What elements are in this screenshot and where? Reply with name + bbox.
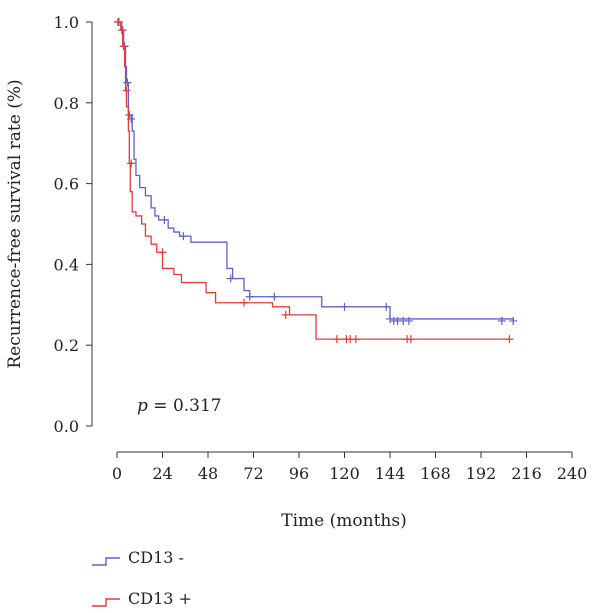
censor-mark xyxy=(404,316,413,325)
y-tick-label: 0.2 xyxy=(54,336,79,355)
censor-mark xyxy=(179,232,188,241)
censor-mark xyxy=(122,86,131,95)
y-axis-label: Recurrence-free survival rate (%) xyxy=(5,79,25,368)
y-ticks: 0.0 0.2 0.4 0.6 0.8 1.0 xyxy=(54,13,92,436)
censor-mark xyxy=(386,314,394,323)
legend: CD13 - CD13 + xyxy=(92,548,192,608)
censor-mark xyxy=(382,302,391,311)
censor-mark xyxy=(270,292,279,301)
x-tick-label: 72 xyxy=(243,464,263,483)
censor-mark xyxy=(240,298,249,307)
censor-mark xyxy=(127,159,136,168)
y-tick-label: 0.8 xyxy=(54,94,79,113)
censor-mark xyxy=(351,335,360,344)
x-tick-label: 120 xyxy=(329,464,360,483)
y-tick-label: 0.6 xyxy=(54,175,79,194)
x-tick-label: 0 xyxy=(112,464,122,483)
censor-mark xyxy=(226,274,235,283)
censor-mark xyxy=(509,316,518,325)
censor-mark xyxy=(505,335,514,344)
censor-mark xyxy=(113,18,122,26)
censor-mark xyxy=(332,335,341,344)
x-axis-label: Time (months) xyxy=(281,511,406,531)
legend-swatch-cd13-neg xyxy=(92,557,120,566)
censor-mark xyxy=(340,302,349,311)
legend-item-cd13-neg: CD13 - xyxy=(92,548,184,567)
survival-curve-0 xyxy=(117,21,514,321)
x-tick-label: 24 xyxy=(152,464,172,483)
x-tick-label: 168 xyxy=(420,464,451,483)
x-tick-label: 192 xyxy=(466,464,497,483)
y-tick-label: 0.0 xyxy=(54,417,79,436)
x-tick-label: 96 xyxy=(289,464,309,483)
censor-mark xyxy=(281,310,290,319)
p-value-text: = 0.317 xyxy=(148,396,222,416)
series-layer xyxy=(113,18,518,344)
series-group-0 xyxy=(114,18,518,325)
x-tick-label: 216 xyxy=(511,464,542,483)
censor-mark xyxy=(125,110,134,119)
survival-curve-1 xyxy=(117,21,510,340)
censor-mark xyxy=(123,78,132,87)
series-group-1 xyxy=(113,18,514,344)
p-value-annotation: p = 0.317 xyxy=(137,396,222,416)
x-tick-label: 240 xyxy=(557,464,588,483)
legend-label-cd13-neg: CD13 - xyxy=(128,548,184,567)
y-tick-label: 0.4 xyxy=(54,255,79,274)
censor-mark xyxy=(119,42,128,51)
censor-mark xyxy=(160,215,169,224)
censor-mark xyxy=(497,316,506,325)
y-tick-label: 1.0 xyxy=(54,13,79,32)
x-tick-label: 144 xyxy=(375,464,406,483)
censor-mark xyxy=(117,26,126,35)
legend-swatch-cd13-pos xyxy=(92,598,120,607)
censor-mark xyxy=(158,248,167,257)
x-tick-label: 48 xyxy=(198,464,218,483)
x-ticks: 0 24 48 72 96 120 144 168 192 216 240 xyxy=(112,452,587,483)
censor-mark xyxy=(245,292,254,301)
p-value-symbol: p xyxy=(137,396,148,416)
legend-item-cd13-pos: CD13 + xyxy=(92,589,192,608)
censor-mark xyxy=(406,335,415,344)
legend-label-cd13-pos: CD13 + xyxy=(128,589,192,608)
